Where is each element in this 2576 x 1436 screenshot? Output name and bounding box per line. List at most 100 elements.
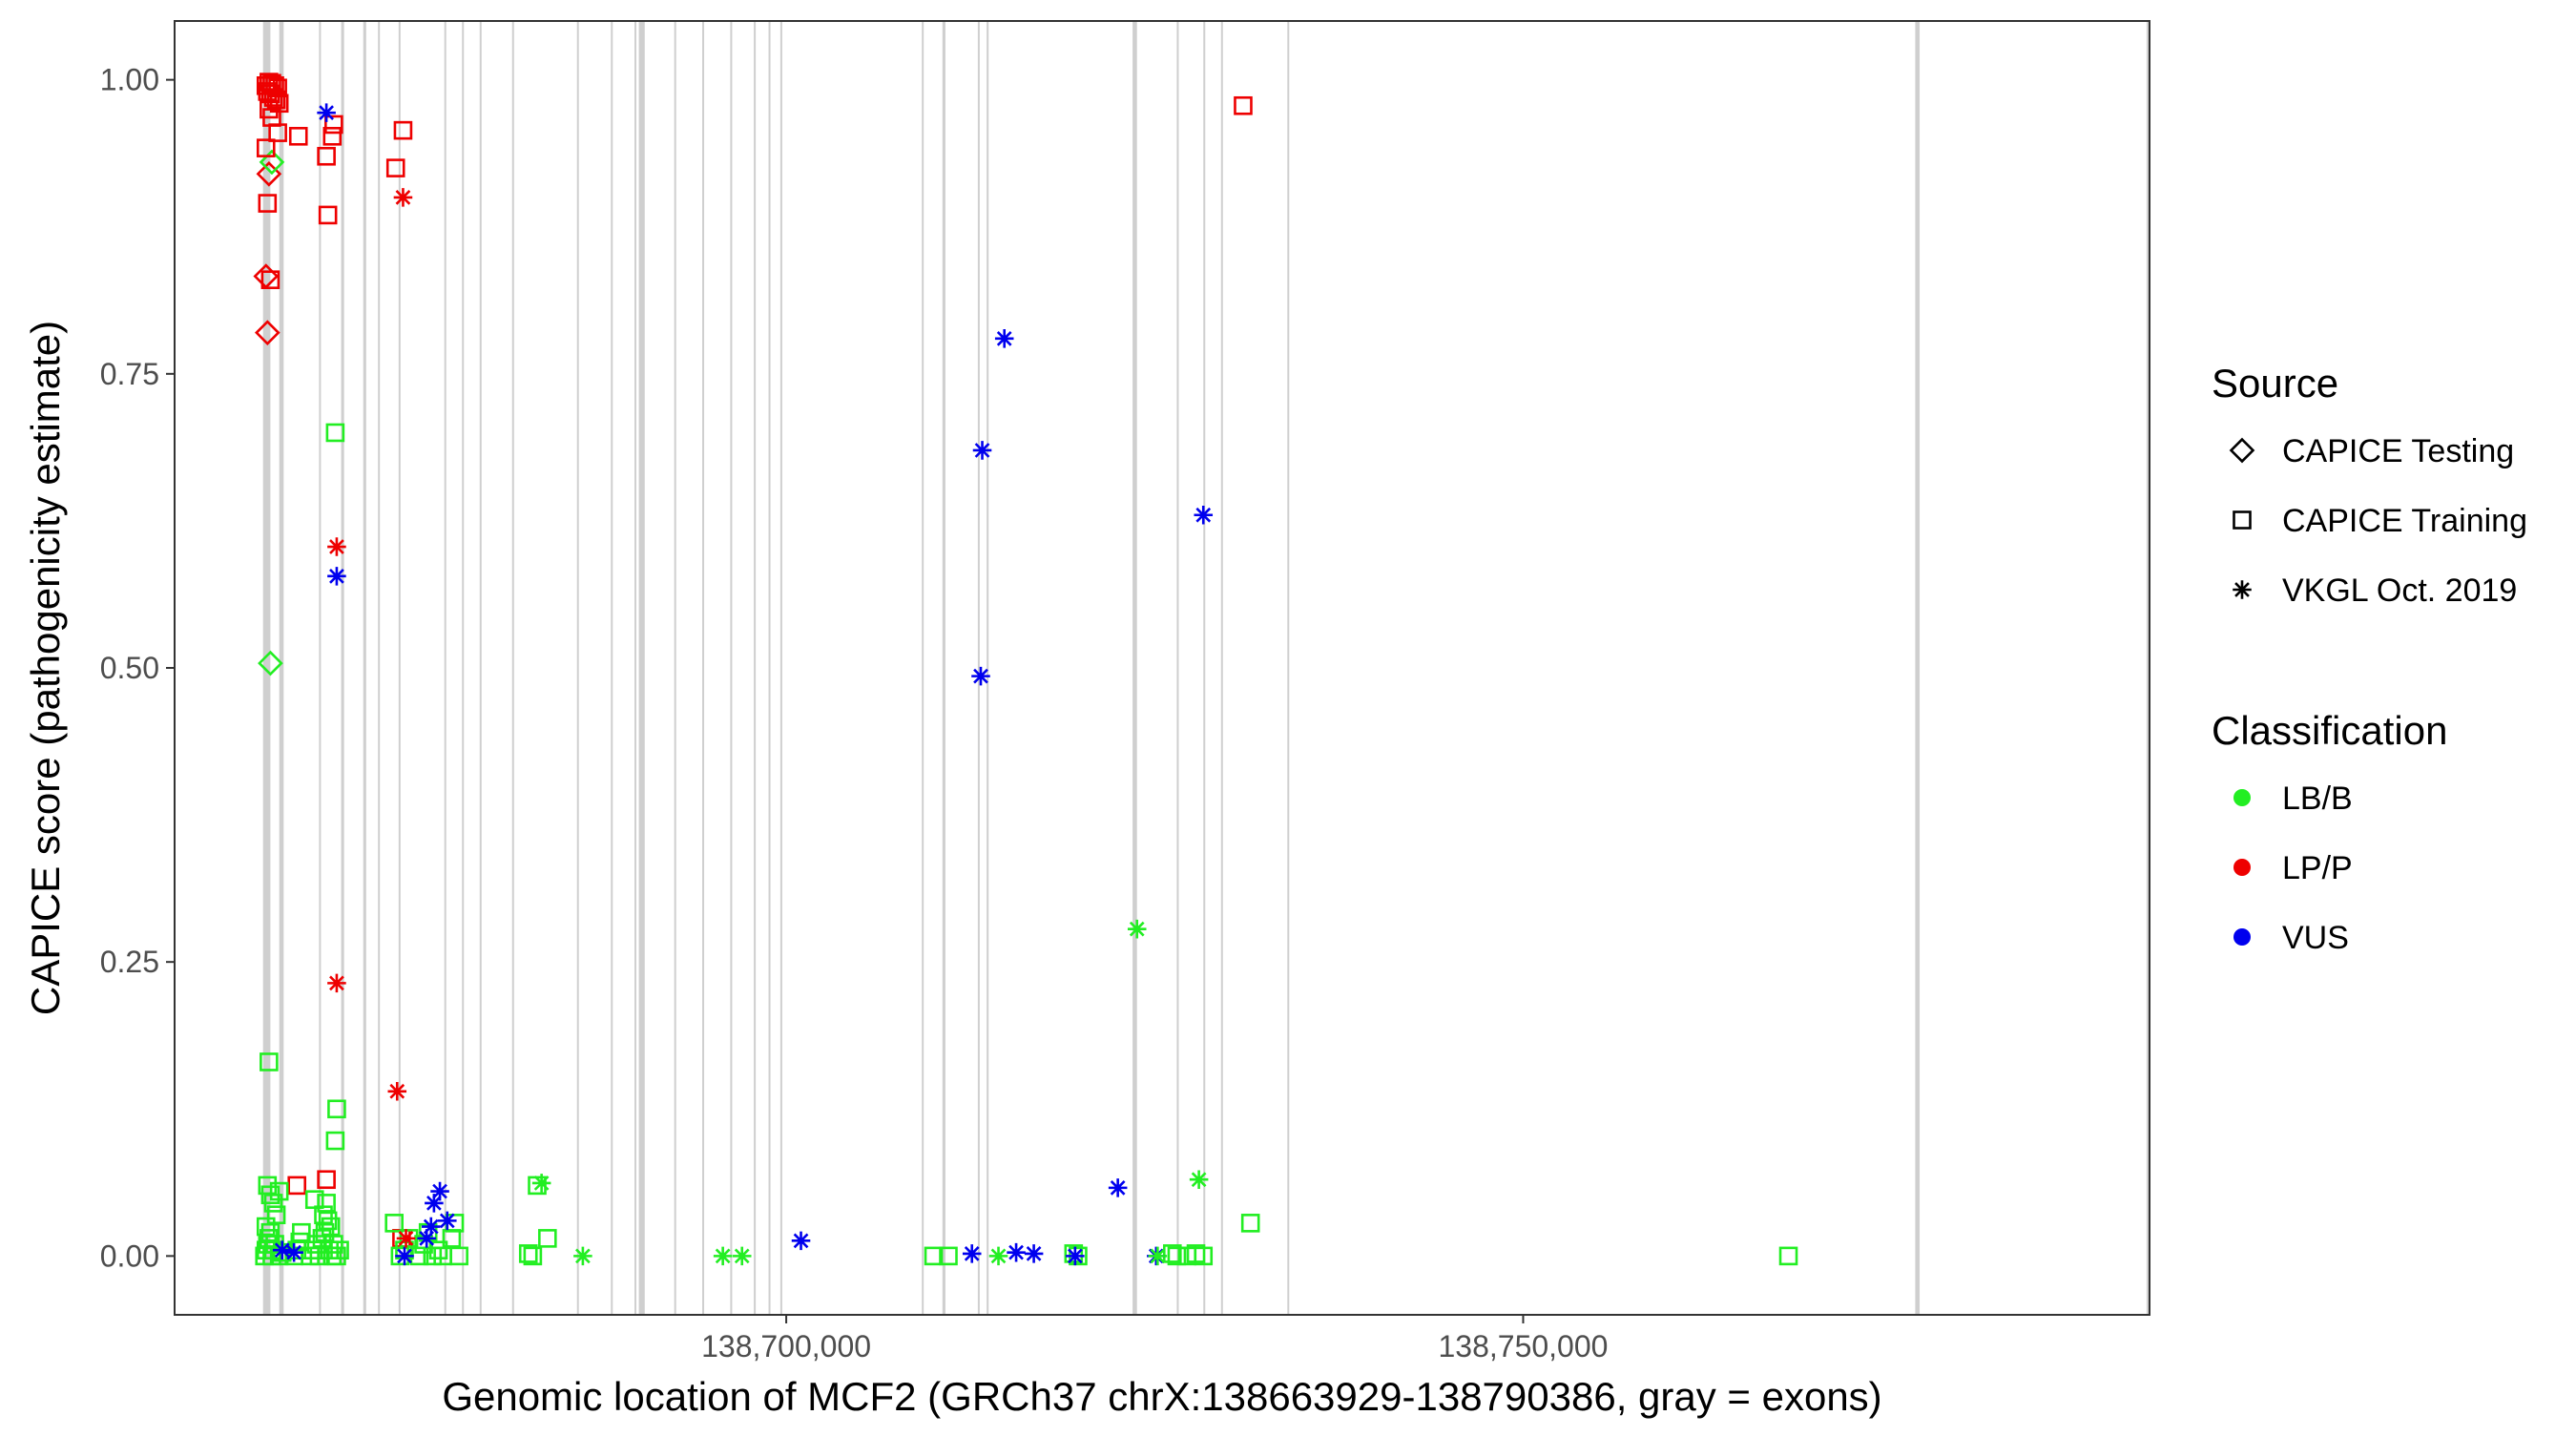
exon-line xyxy=(576,21,579,1315)
legend-source-label: CAPICE Testing xyxy=(2282,433,2514,469)
data-point xyxy=(428,1240,448,1259)
data-point xyxy=(1234,95,1253,115)
data-points xyxy=(253,73,1798,1266)
y-tick-label: 1.00 xyxy=(100,63,159,97)
legend-source-label: VKGL Oct. 2019 xyxy=(2282,572,2517,609)
legend-classification-item: LP/P xyxy=(2233,850,2353,886)
square-icon xyxy=(2233,510,2252,530)
data-point xyxy=(573,1246,592,1266)
data-point xyxy=(1066,1246,1085,1266)
exon-line xyxy=(922,21,924,1315)
y-axis-title: CAPICE score (pathogenicity estimate) xyxy=(23,321,68,1015)
data-point xyxy=(939,1246,958,1266)
exon-line xyxy=(363,21,366,1315)
data-point xyxy=(272,1240,292,1259)
data-point xyxy=(988,1246,1008,1266)
data-point xyxy=(1064,1244,1084,1263)
data-point xyxy=(256,138,276,157)
data-point xyxy=(393,188,413,207)
data-point xyxy=(1127,919,1147,939)
data-point xyxy=(1007,1242,1026,1262)
x-axis: 138,700,000 138,750,000 xyxy=(701,1315,1608,1363)
exon-line xyxy=(479,21,482,1315)
data-point xyxy=(260,270,280,290)
data-point xyxy=(327,973,346,993)
data-point xyxy=(258,1176,278,1196)
data-point xyxy=(256,1217,276,1237)
data-point xyxy=(314,1205,333,1225)
legend-source-item: VKGL Oct. 2019 xyxy=(2233,572,2517,609)
data-point xyxy=(258,650,283,676)
data-point xyxy=(1194,1246,1214,1266)
exon-line xyxy=(611,21,613,1315)
data-point xyxy=(268,123,287,142)
exon-line xyxy=(1220,21,1223,1315)
data-point xyxy=(1240,1214,1260,1233)
exon-line xyxy=(638,21,645,1315)
data-point xyxy=(260,1222,280,1242)
data-point xyxy=(962,1244,982,1263)
exon-line xyxy=(942,21,945,1315)
data-point xyxy=(263,1194,283,1213)
exon-line xyxy=(378,21,381,1315)
data-point xyxy=(327,567,346,586)
data-point xyxy=(924,1246,944,1266)
data-point xyxy=(309,1246,329,1266)
data-point xyxy=(1024,1244,1044,1263)
data-point xyxy=(449,1246,468,1266)
data-point xyxy=(325,423,345,443)
legend-classification-item: VUS xyxy=(2233,920,2349,956)
exon-line xyxy=(674,21,676,1315)
data-point xyxy=(994,329,1014,348)
data-point xyxy=(1163,1244,1182,1263)
data-point xyxy=(318,1211,338,1231)
data-point xyxy=(523,1246,543,1266)
data-point xyxy=(430,1181,449,1201)
data-point xyxy=(732,1246,752,1266)
legend-classification: Classification LB/B LP/P VUS xyxy=(2212,708,2447,956)
exon-line xyxy=(634,21,636,1315)
data-point xyxy=(322,1246,343,1266)
data-point xyxy=(327,537,346,556)
exon-line xyxy=(319,21,322,1315)
data-point xyxy=(258,194,278,213)
data-point xyxy=(292,1222,311,1242)
data-point xyxy=(538,1229,557,1248)
data-point xyxy=(318,205,338,225)
exon-line xyxy=(444,21,447,1315)
y-axis: 0.00 0.25 0.50 0.75 1.00 xyxy=(100,63,175,1273)
data-point xyxy=(327,1099,346,1119)
x-tick-label: 138,750,000 xyxy=(1438,1329,1608,1363)
asterisk-icon xyxy=(2233,580,2252,599)
data-point xyxy=(255,320,280,345)
data-point xyxy=(791,1231,811,1251)
exon-line xyxy=(1132,21,1137,1315)
legend-classification-title: Classification xyxy=(2212,708,2447,753)
data-point xyxy=(263,88,283,107)
legend-source-title: Source xyxy=(2212,361,2338,406)
data-point xyxy=(1778,1246,1798,1266)
exon-line xyxy=(262,21,271,1315)
data-point xyxy=(972,441,992,460)
data-point xyxy=(387,1082,407,1101)
diamond-icon xyxy=(2229,437,2255,464)
dot-icon xyxy=(2233,789,2251,806)
data-point xyxy=(1148,1246,1168,1266)
legend-classification-item: LB/B xyxy=(2233,780,2353,817)
legend-source-item: CAPICE Training xyxy=(2233,503,2527,539)
data-point xyxy=(317,1194,336,1213)
dot-icon xyxy=(2233,859,2251,876)
legend-classification-label: LB/B xyxy=(2282,780,2353,817)
legend-classification-label: VUS xyxy=(2282,920,2349,956)
data-point xyxy=(317,103,336,122)
y-tick-label: 0.00 xyxy=(100,1238,159,1273)
exon-line xyxy=(779,21,782,1315)
y-tick-label: 0.50 xyxy=(100,651,159,685)
exon-line xyxy=(2146,21,2149,1315)
exon-line xyxy=(730,21,733,1315)
exon-line xyxy=(511,21,514,1315)
data-point xyxy=(284,1242,303,1262)
data-point xyxy=(417,1229,436,1248)
data-point xyxy=(425,1194,444,1213)
